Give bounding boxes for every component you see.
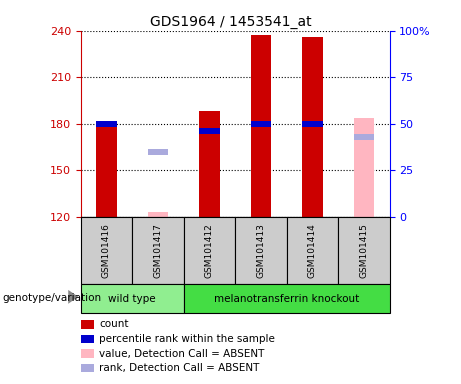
Bar [235, 217, 287, 284]
Bar [302, 121, 323, 127]
Bar [81, 284, 183, 313]
Text: GDS1964 / 1453541_at: GDS1964 / 1453541_at [150, 15, 311, 29]
Bar [183, 284, 390, 313]
Bar [338, 217, 390, 284]
Bar [148, 149, 168, 155]
Bar [148, 212, 168, 217]
Polygon shape [68, 290, 78, 304]
Bar [199, 111, 220, 217]
Bar [354, 134, 374, 140]
Text: genotype/variation: genotype/variation [2, 293, 101, 303]
Bar [132, 217, 183, 284]
Bar [250, 121, 271, 127]
Text: GSM101416: GSM101416 [102, 223, 111, 278]
Text: GSM101415: GSM101415 [359, 223, 368, 278]
Bar [199, 128, 220, 134]
Bar [96, 121, 117, 127]
Bar [183, 217, 235, 284]
Text: rank, Detection Call = ABSENT: rank, Detection Call = ABSENT [99, 363, 260, 373]
Bar [81, 217, 132, 284]
Text: percentile rank within the sample: percentile rank within the sample [99, 334, 275, 344]
Text: wild type: wild type [108, 293, 156, 304]
Bar [250, 35, 271, 217]
Text: melanotransferrin knockout: melanotransferrin knockout [214, 293, 359, 304]
Bar [287, 217, 338, 284]
Bar [302, 37, 323, 217]
Text: value, Detection Call = ABSENT: value, Detection Call = ABSENT [99, 349, 265, 359]
Text: GSM101413: GSM101413 [256, 223, 266, 278]
Text: GSM101412: GSM101412 [205, 223, 214, 278]
Text: GSM101417: GSM101417 [154, 223, 162, 278]
Text: GSM101414: GSM101414 [308, 223, 317, 278]
Text: count: count [99, 319, 129, 329]
Bar [354, 118, 374, 217]
Bar [96, 122, 117, 217]
